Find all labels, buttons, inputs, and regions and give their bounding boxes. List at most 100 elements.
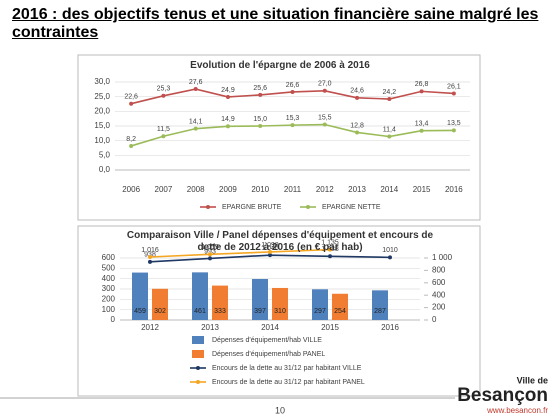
value-label: 26,6 (286, 82, 300, 89)
value-label: 24,2 (383, 89, 397, 96)
bar (132, 272, 148, 320)
marker (290, 89, 295, 94)
logo-prefix: Ville de (517, 375, 548, 385)
x-tick-label: 2016 (381, 323, 399, 332)
y-tick-label: 0 (111, 315, 116, 324)
y2-tick-label: 0 (432, 315, 437, 324)
value-label: 8,2 (126, 136, 136, 143)
bar (272, 287, 288, 320)
marker (129, 101, 134, 106)
value-label: 1 059 (201, 244, 219, 251)
marker (148, 259, 152, 264)
y-tick-label: 15,0 (94, 121, 110, 130)
value-label: 27,6 (189, 79, 203, 86)
x-tick-label: 2016 (445, 185, 463, 194)
legend-label: Dépenses d'équipement/hab VILLE (212, 337, 322, 344)
y-tick-label: 20,0 (94, 106, 110, 115)
marker (387, 134, 392, 139)
marker (161, 93, 166, 98)
y2-tick-label: 1 000 (432, 253, 453, 262)
value-label: 12,8 (350, 122, 364, 129)
bar (312, 289, 328, 320)
x-tick-label: 2013 (201, 323, 219, 332)
value-label: 11,5 (157, 126, 170, 133)
value-label: 14,1 (189, 118, 203, 125)
value-label: 27,0 (318, 81, 332, 88)
value-label: 24,6 (350, 88, 364, 95)
x-tick-label: 2006 (122, 185, 140, 194)
marker (290, 123, 295, 128)
value-label: 15,5 (318, 114, 332, 121)
x-tick-label: 2012 (316, 185, 334, 194)
page-title: 2016 : des objectifs tenus et une situat… (12, 6, 539, 41)
legend-swatch (192, 336, 204, 344)
bar (332, 293, 348, 320)
logo-name: Besançon (457, 385, 548, 406)
marker (387, 97, 392, 102)
value-label: 15,0 (253, 116, 267, 123)
chart-title: Evolution de l'épargne de 2006 à 2016 (190, 60, 370, 71)
marker (268, 253, 272, 258)
y-tick-label: 0,0 (99, 165, 111, 174)
y-tick-label: 400 (102, 274, 116, 283)
line (149, 248, 331, 258)
y-tick-label: 600 (102, 253, 116, 262)
y2-tick-label: 400 (432, 290, 446, 299)
marker (129, 143, 134, 148)
x-tick-label: 2008 (187, 185, 205, 194)
marker (193, 87, 198, 92)
y2-tick-label: 800 (432, 266, 446, 275)
bar-label: 297 (314, 308, 326, 315)
legend-label: Encours de la dette au 31/12 par habitan… (212, 379, 365, 386)
marker (419, 128, 424, 133)
marker (161, 134, 166, 139)
value-label: 14,9 (221, 116, 235, 123)
bar (192, 272, 208, 320)
legend-label: Encours de la dette au 31/12 par habitan… (212, 365, 362, 372)
x-tick-label: 2013 (348, 185, 366, 194)
x-tick-label: 2012 (141, 323, 159, 332)
x-tick-label: 2011 (284, 185, 302, 194)
legend-marker (206, 205, 210, 209)
y-tick-label: 200 (102, 294, 116, 303)
legend-swatch (192, 350, 204, 358)
y2-tick-label: 600 (432, 278, 446, 287)
y2-tick-label: 200 (432, 303, 446, 312)
marker (208, 252, 212, 257)
legend-marker (196, 380, 200, 384)
chart-title: Comparaison Ville / Panel dépenses d'équ… (126, 230, 434, 253)
value-label: 22,6 (124, 94, 138, 101)
y-tick-label: 500 (102, 263, 116, 272)
marker (451, 128, 456, 133)
bar (252, 278, 268, 320)
bar (372, 290, 388, 320)
marker (258, 124, 263, 128)
x-tick-label: 2014 (261, 323, 279, 332)
marker (328, 254, 332, 259)
bar (212, 285, 228, 320)
x-tick-label: 2015 (321, 323, 339, 332)
marker (355, 95, 360, 100)
bar-label: 333 (214, 308, 226, 315)
legend-label: EPARGNE NETTE (322, 204, 381, 211)
bar-label: 397 (254, 308, 266, 315)
logo-url: www.besancon.fr (486, 406, 548, 415)
marker (328, 247, 332, 252)
legend-label: EPARGNE BRUTE (222, 204, 282, 211)
y-tick-label: 30,0 (94, 77, 110, 86)
value-label: 13,5 (447, 120, 461, 127)
bar-label: 310 (274, 308, 286, 315)
value-label: 24,9 (221, 87, 235, 94)
y-tick-label: 10,0 (94, 136, 110, 145)
marker (268, 249, 272, 254)
value-label: 993 (204, 248, 216, 255)
bar-label: 459 (134, 308, 146, 315)
marker (225, 94, 230, 99)
value-label: 11,4 (383, 126, 396, 133)
marker (322, 88, 327, 93)
page-number: 10 (275, 405, 285, 415)
marker (451, 91, 456, 96)
value-label: 1 046 (261, 245, 279, 252)
bar (152, 288, 168, 320)
